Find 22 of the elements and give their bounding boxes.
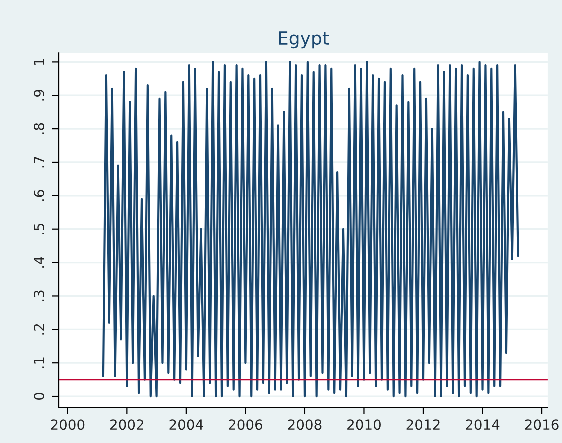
x-tick-label: 2008 <box>288 420 322 430</box>
y-tick-label: .4 <box>34 256 44 268</box>
y-tick-label: .5 <box>34 224 45 234</box>
x-tick-label: 2012 <box>406 420 440 430</box>
y-tick-label: .8 <box>34 123 45 134</box>
x-tick-label: 2014 <box>466 420 500 430</box>
x-tick-label: 2004 <box>170 420 204 430</box>
chart-title: Egypt <box>279 32 330 49</box>
x-tick-label: 2010 <box>348 420 381 430</box>
x-tick-label: 2000 <box>51 420 85 430</box>
y-tick-label: 0 <box>34 393 45 400</box>
y-tick-label: .2 <box>34 324 44 335</box>
y-tick-label: .3 <box>34 290 45 302</box>
y-tick-label: .9 <box>34 90 45 101</box>
x-tick-label: 2016 <box>525 420 559 430</box>
y-tick-label: .6 <box>34 190 45 202</box>
x-tick-label: 2002 <box>110 420 144 430</box>
y-tick-label: 1 <box>34 59 44 66</box>
y-tick-label: .7 <box>34 157 44 168</box>
y-tick-label: .1 <box>34 358 44 368</box>
x-tick-label: 2006 <box>229 420 262 430</box>
line-series <box>102 61 520 398</box>
